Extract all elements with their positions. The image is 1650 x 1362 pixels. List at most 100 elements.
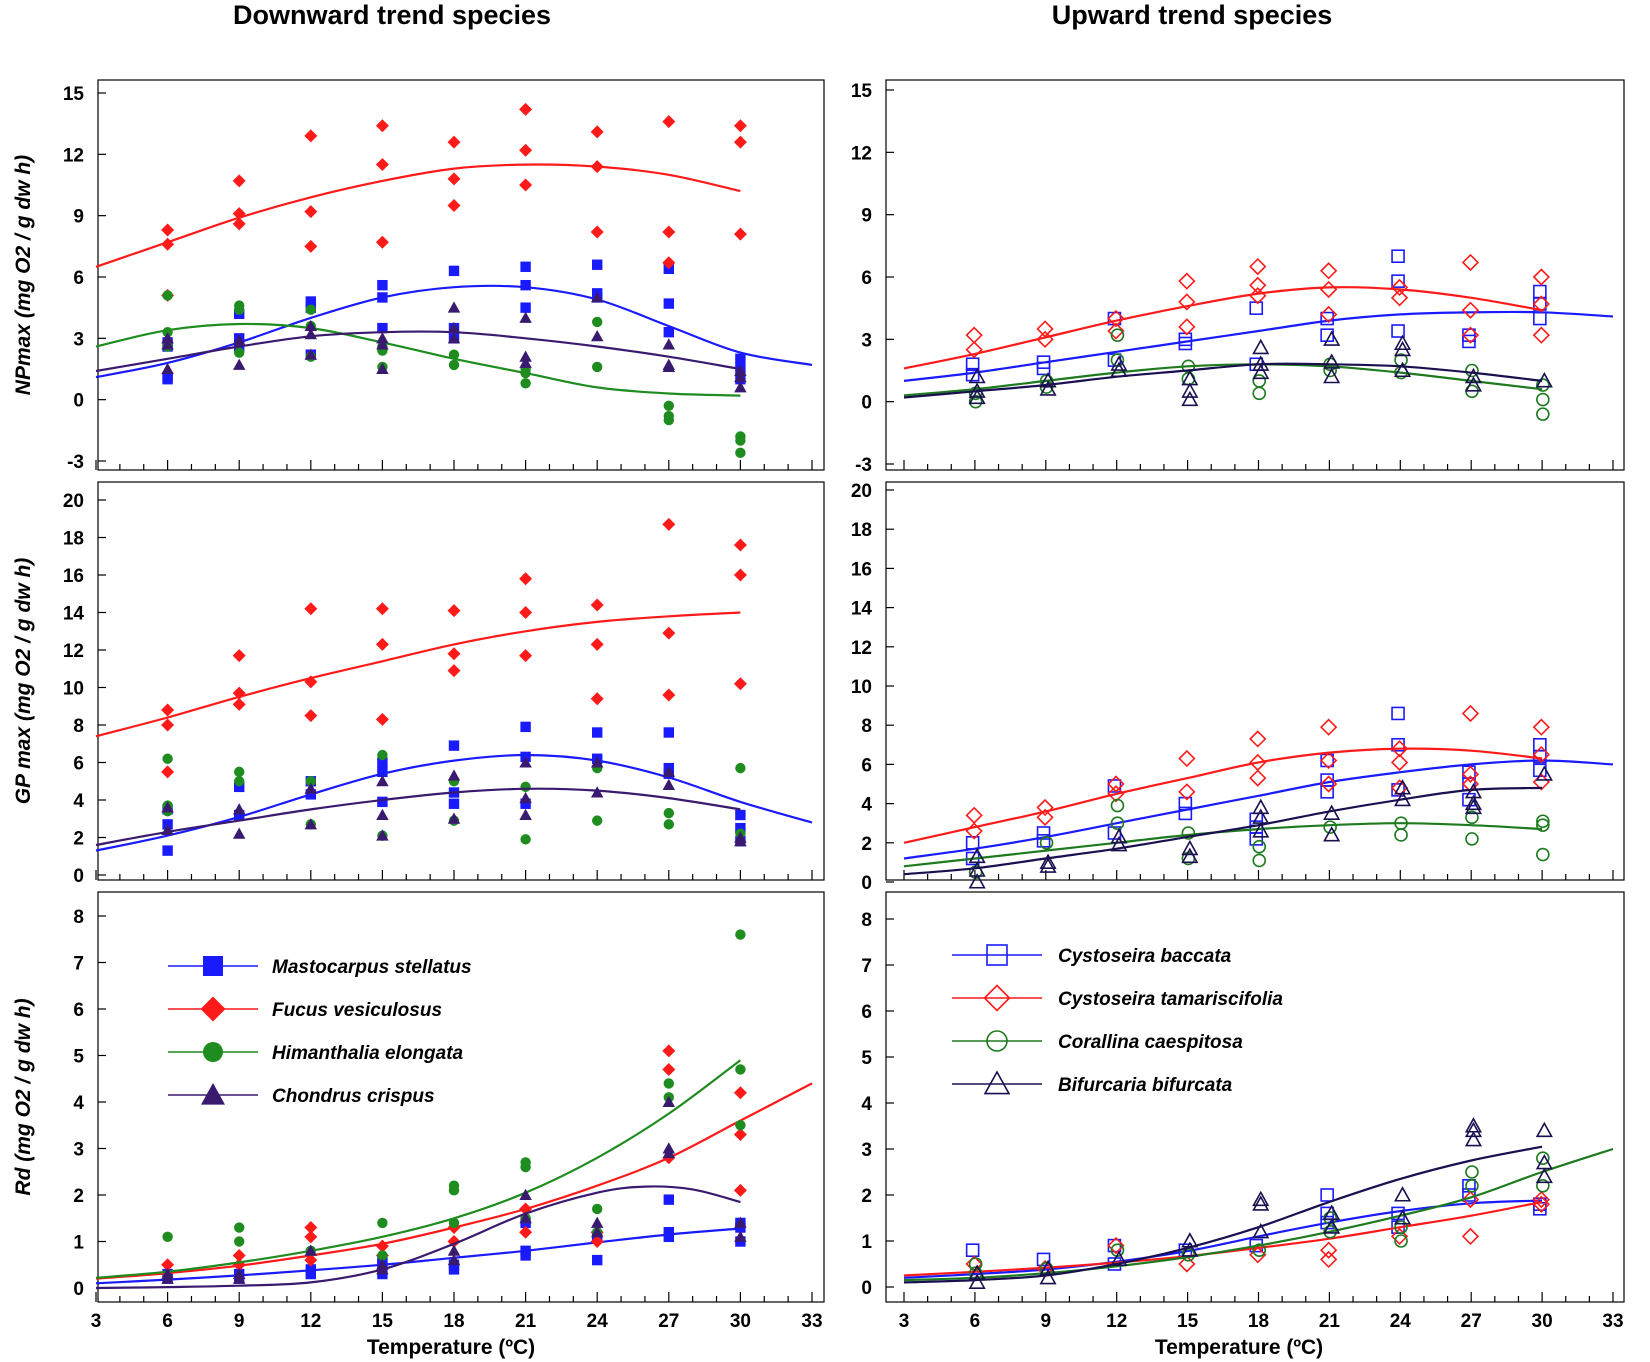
np-left-point — [305, 304, 316, 315]
gp-left-ytick-label: 12 — [63, 641, 84, 662]
rd-left-point — [662, 1044, 676, 1058]
gp-left-curve — [95, 787, 741, 847]
rd-right-point — [1535, 1167, 1553, 1184]
rd-left-point — [377, 1217, 388, 1229]
rd-left-point — [447, 1253, 461, 1266]
gp-left-point — [161, 801, 174, 813]
np-left-point — [304, 328, 318, 340]
gp-left-point — [232, 686, 246, 700]
gp-left-point — [161, 718, 175, 732]
gp-right-series-corallina-caespitosa — [903, 798, 1550, 880]
gp-right-point — [1536, 814, 1550, 829]
rd-right-point — [1252, 1222, 1270, 1239]
np-left-point — [520, 279, 531, 291]
gp-right-point — [1110, 828, 1128, 844]
rd-right-point — [1252, 1195, 1270, 1211]
rd-right-point — [1181, 1232, 1199, 1248]
np-left-point — [520, 302, 531, 313]
gp-left-point — [375, 712, 389, 726]
np-right-point — [1178, 332, 1193, 347]
rd-left-ytick-label: 7 — [73, 954, 84, 975]
np-right-point — [1249, 276, 1267, 294]
rd-right-xtick-label: 21 — [1319, 1311, 1341, 1332]
gp-right-point — [1181, 847, 1199, 864]
np-left-point — [161, 237, 175, 251]
np-right-point — [1461, 326, 1480, 344]
rd-left-ytick-label: 0 — [73, 1279, 84, 1300]
np-right-point — [1461, 301, 1480, 319]
rd-left-xtick-label: 30 — [730, 1311, 751, 1332]
np-left-point — [520, 367, 531, 379]
gp-left-series-chondrus-crispus — [95, 756, 747, 847]
rd-right-xtick-label: 15 — [1177, 1311, 1199, 1332]
np-left-point — [232, 358, 246, 370]
gp-right-point — [1461, 765, 1480, 783]
np-left-point — [375, 119, 389, 133]
gp-right-point — [1249, 769, 1267, 787]
rd-left-point — [376, 1258, 389, 1270]
np-left-ytick-label: 3 — [73, 329, 84, 350]
gp-left-ylabel: GP max (mg O2 / g dw h) — [12, 558, 35, 805]
legend-left-item: Fucus vesiculosus — [168, 996, 442, 1022]
gp-right-ytick-label: 20 — [851, 481, 872, 502]
np-right-point — [968, 394, 983, 409]
gp-right-point — [1461, 704, 1480, 723]
np-left-point — [520, 378, 531, 389]
rd-right-xtick-label: 24 — [1390, 1311, 1412, 1332]
rd-right-point — [1039, 1268, 1057, 1285]
rd-left-point — [590, 1235, 604, 1248]
gp-right-ytick-label: 10 — [851, 677, 872, 698]
np-right-point — [968, 382, 986, 398]
np-right-point — [1036, 330, 1054, 348]
legend-right-marker — [983, 1070, 1011, 1095]
np-right-point — [1252, 338, 1270, 355]
gp-left-axes — [95, 481, 825, 881]
rd-left-xtick-label: 3 — [91, 1311, 102, 1332]
gp-left-curve — [95, 611, 741, 738]
np-right-point — [1252, 386, 1267, 401]
np-right-point — [1323, 367, 1341, 384]
gp-left-point — [662, 765, 676, 777]
rd-left-point — [304, 1221, 318, 1235]
np-left-point — [447, 198, 461, 212]
np-right-point — [1532, 295, 1550, 313]
np-left-point — [733, 227, 747, 241]
gp-left-point — [592, 815, 603, 826]
gp-right-point — [1464, 794, 1483, 811]
rd-left-point — [662, 1095, 676, 1107]
np-left-point — [162, 371, 173, 383]
rd-right-ytick-label: 4 — [861, 1094, 872, 1115]
gp-right-ytick-label: 12 — [851, 638, 872, 659]
rd-right-xtick-label: 9 — [1041, 1311, 1052, 1332]
gp-right-curve — [903, 759, 1614, 860]
np-left-ytick-label: 6 — [73, 268, 84, 289]
rd-right-point — [1249, 1246, 1267, 1264]
rd-right-curve — [903, 1145, 1543, 1284]
rd-right-point — [1110, 1250, 1128, 1266]
rd-right-point — [965, 1243, 980, 1257]
np-right-point — [1393, 361, 1412, 378]
gp-left-point — [663, 807, 674, 819]
gp-left-point — [735, 809, 746, 821]
gp-right-point — [1391, 706, 1405, 721]
gp-left-ytick-label: 20 — [63, 491, 84, 512]
gp-left-point — [733, 677, 747, 691]
rd-right-xtick-label: 3 — [899, 1311, 910, 1332]
rd-left-xtick-label: 12 — [300, 1311, 321, 1332]
np-left-point — [447, 172, 461, 186]
rd-left-series-chondrus-crispus — [95, 1095, 747, 1290]
np-left-point — [161, 223, 175, 237]
rd-right-point — [1393, 1209, 1412, 1225]
gp-left-point — [232, 803, 246, 815]
gp-left-ytick-label: 18 — [63, 529, 84, 550]
rd-right-ytick-label: 5 — [861, 1048, 872, 1069]
rd-left-point — [234, 1222, 245, 1233]
np-left-point — [376, 338, 389, 350]
gp-left-ytick-label: 4 — [73, 791, 84, 812]
np-left-point — [377, 292, 388, 303]
rd-right-frame — [885, 891, 1625, 1303]
gp-right-point — [1107, 785, 1125, 803]
gp-right-frame — [885, 481, 1625, 881]
gp-right-point — [965, 822, 983, 840]
